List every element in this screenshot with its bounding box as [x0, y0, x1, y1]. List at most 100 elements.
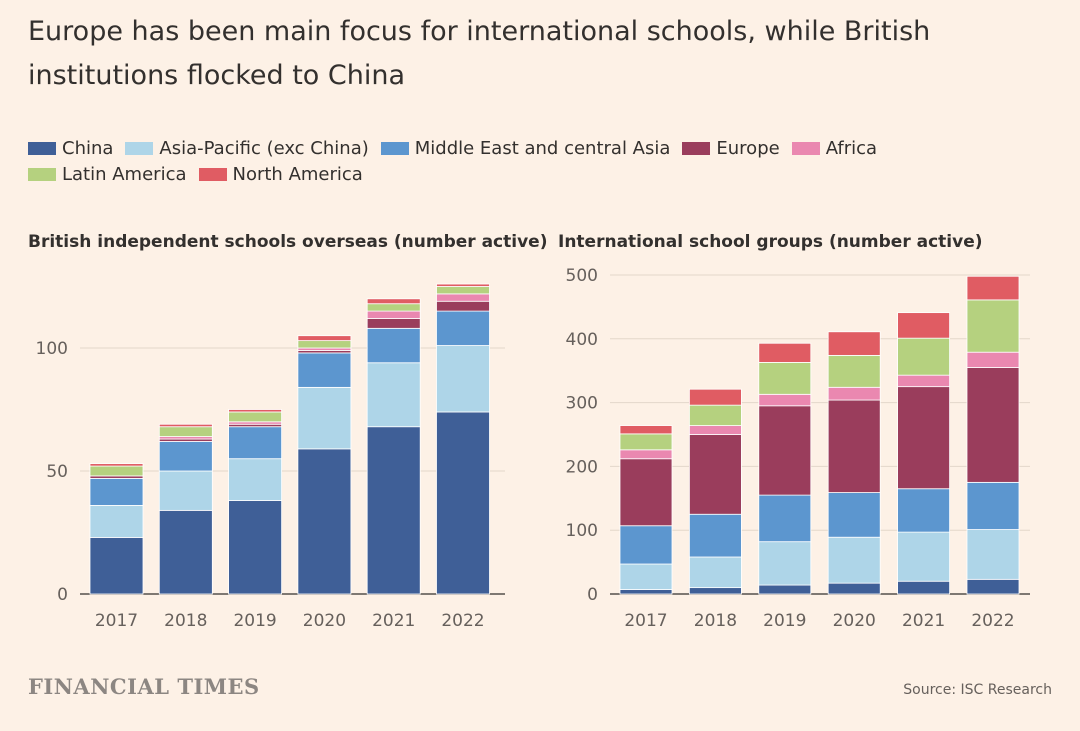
ft-logo: FINANCIAL TIMES [28, 674, 260, 699]
bar-segment [827, 399, 881, 493]
legend-item: North America [198, 162, 363, 188]
bar-segment [827, 582, 881, 595]
legend: China Asia-Pacific (exc China) Middle East… [28, 136, 1048, 188]
bar-segment [366, 426, 421, 595]
bar-segment [436, 300, 490, 312]
bar-segment [758, 405, 812, 496]
bar-segment [827, 386, 881, 401]
x-tick-label: 2021 [372, 611, 415, 631]
legend-swatch [125, 142, 154, 155]
bar-segment [366, 327, 421, 364]
bar-segment [897, 531, 950, 582]
bar-segment [366, 310, 421, 319]
bar-segment [89, 477, 144, 506]
bar-segment [758, 362, 812, 395]
legend-swatch [198, 168, 227, 181]
x-tick-label: 2019 [233, 611, 276, 631]
bar-segment [297, 448, 352, 595]
y-tick-label: 0 [57, 585, 68, 605]
legend-label: China [62, 138, 114, 159]
y-tick-label: 0 [587, 585, 598, 605]
legend-label: Africa [825, 138, 878, 159]
legend-swatch [682, 142, 711, 155]
bar-segment [158, 423, 213, 428]
bar-segment [436, 286, 490, 295]
y-tick-label: 400 [566, 330, 598, 350]
bar-segment [827, 492, 881, 538]
bar-segment [89, 505, 144, 538]
bar-segment [228, 411, 283, 423]
bar-segment [158, 470, 213, 511]
x-tick-label: 2017 [95, 611, 138, 631]
bar-segment [619, 425, 673, 435]
bar-segment [619, 525, 673, 565]
x-tick-label: 2020 [303, 611, 346, 631]
bar-segment [966, 578, 1020, 595]
bar-segment [758, 584, 812, 595]
bar-segment [689, 388, 742, 406]
legend-label: Latin America [62, 164, 187, 185]
right-chart-title: International school groups (number acti… [558, 232, 983, 252]
bar-segment [297, 335, 352, 342]
bar-segment [619, 563, 673, 590]
left-chart-title: British independent schools overseas (nu… [28, 232, 548, 252]
bar-segment [297, 386, 352, 450]
x-tick-label: 2018 [694, 611, 737, 631]
legend-item: Middle East and central Asia [380, 136, 670, 162]
y-tick-label: 200 [566, 457, 598, 477]
x-tick-label: 2017 [624, 611, 667, 631]
bar-segment [89, 465, 144, 477]
chart-headline: Europe has been main focus for internati… [28, 16, 931, 91]
bar-segment [366, 318, 421, 329]
bar-segment [228, 500, 283, 595]
bar-segment [758, 494, 812, 543]
legend-item: Asia-Pacific (exc China) [125, 136, 369, 162]
legend-item: Latin America [28, 162, 187, 188]
bar-segment [689, 404, 742, 426]
x-tick-label: 2018 [164, 611, 207, 631]
legend-label: Europe [716, 138, 780, 159]
x-tick-label: 2022 [971, 611, 1014, 631]
bar-segment [758, 342, 812, 363]
bar-segment [436, 283, 490, 287]
bar-segment [827, 354, 881, 388]
bar-segment [897, 374, 950, 388]
bar-segment [689, 434, 742, 515]
bar-segment [436, 345, 490, 413]
bar-segment [689, 513, 742, 558]
legend-label: Asia-Pacific (exc China) [159, 138, 369, 159]
y-tick-label: 100 [566, 521, 598, 541]
bar-segment [436, 293, 490, 302]
y-tick-label: 500 [566, 266, 598, 286]
bar-segment [758, 541, 812, 586]
bar-segment [966, 529, 1020, 580]
bar-segment [158, 426, 213, 437]
legend-swatch [28, 168, 56, 181]
bar-segment [758, 393, 812, 407]
bar-segment [89, 537, 144, 595]
x-tick-label: 2021 [902, 611, 945, 631]
bar-segment [366, 298, 421, 305]
bar-segment [689, 425, 742, 435]
legend-item: Africa [791, 136, 878, 162]
legend-swatch [380, 142, 409, 155]
x-tick-label: 2022 [441, 611, 484, 631]
legend-label: North America [232, 164, 363, 185]
legend-swatch [28, 142, 56, 155]
bar-segment [966, 367, 1020, 483]
bar-segment [228, 409, 283, 413]
bar-segment [897, 488, 950, 533]
bar-segment [366, 303, 421, 312]
bar-segment [897, 312, 950, 339]
bar-segment [297, 340, 352, 349]
y-tick-label: 100 [36, 339, 68, 359]
bar-segment [366, 362, 421, 428]
bar-segment [619, 589, 673, 595]
legend-swatch [791, 142, 820, 155]
bar-segment [966, 351, 1020, 368]
bar-segment [966, 299, 1020, 353]
bar-segment [966, 275, 1020, 301]
bar-segment [158, 441, 213, 472]
x-tick-label: 2020 [833, 611, 876, 631]
